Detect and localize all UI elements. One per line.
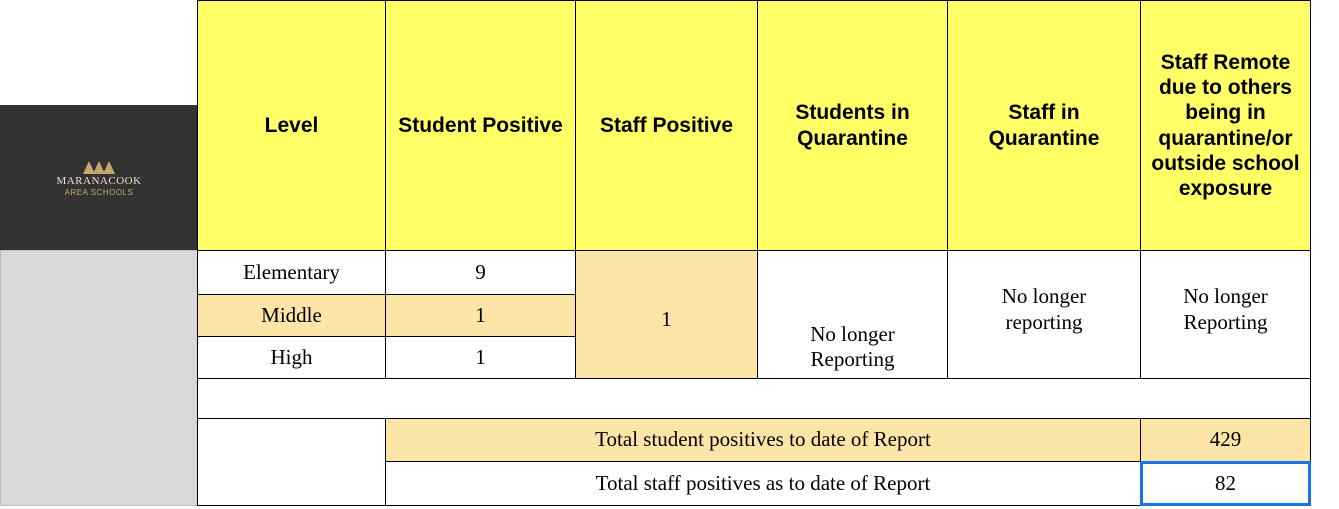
side-gray [0, 250, 198, 506]
header-cell: Level [197, 0, 386, 251]
logo: MARANACOOK AREA SCHOOLS [0, 105, 198, 251]
logo-name: MARANACOOK [56, 174, 142, 187]
count-cell: 1 [385, 294, 576, 337]
staff-quarantine-cell: No longer reporting [947, 250, 1141, 379]
blank-row [197, 378, 1311, 419]
header-cell: Student Positive [385, 0, 576, 251]
blank-cell [197, 418, 386, 506]
total-label: Total staff positives as to date of Repo… [385, 461, 1141, 506]
header-cell: Staff in Quarantine [947, 0, 1141, 251]
staff-positive-cell: 1 [575, 250, 758, 379]
logo-subtitle: AREA SCHOOLS [64, 187, 134, 197]
students-quarantine-cell: No longer Reporting [757, 250, 948, 379]
header-cell: Staff Positive [575, 0, 758, 251]
staff-remote-cell: No longer Reporting [1140, 250, 1311, 379]
level-cell: Middle [197, 294, 386, 337]
header-cell: Students in Quarantine [757, 0, 948, 251]
count-cell: 1 [385, 336, 576, 379]
level-cell: High [197, 336, 386, 379]
total-value: 429 [1140, 418, 1311, 462]
logo-icon [83, 160, 115, 174]
total-label: Total student positives to date of Repor… [385, 418, 1141, 462]
logo-blank [0, 0, 198, 106]
total-value-selected[interactable]: 82 [1140, 461, 1311, 506]
level-cell: Elementary [197, 250, 386, 295]
count-cell: 9 [385, 250, 576, 295]
header-cell: Staff Remote due to others being in quar… [1140, 0, 1311, 251]
